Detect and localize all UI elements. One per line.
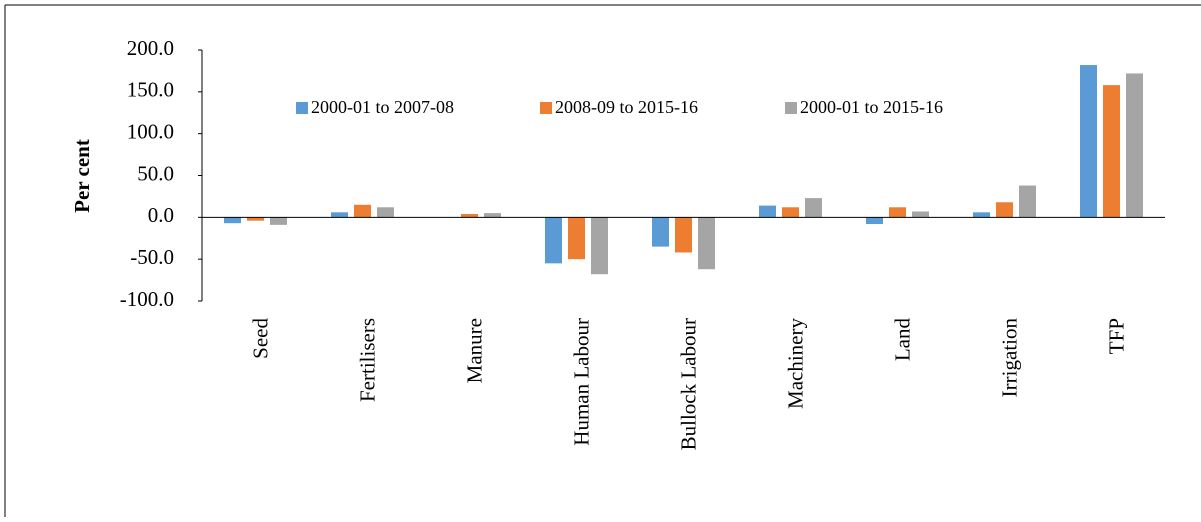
bar <box>247 217 264 221</box>
y-tick-label: 150.0 <box>127 78 174 102</box>
legend-swatch <box>785 102 797 114</box>
bar <box>889 207 906 218</box>
y-tick-label: 200.0 <box>127 36 174 60</box>
x-tick-label: TFP <box>1104 318 1128 354</box>
x-tick-label: Human Labour <box>569 318 593 446</box>
bar <box>270 217 287 225</box>
bar <box>759 205 776 218</box>
x-tick-label: Fertilisers <box>355 318 379 402</box>
x-tick-label: Bullock Labour <box>676 318 700 450</box>
bar <box>805 198 822 218</box>
bar <box>377 207 394 218</box>
bar <box>484 213 501 218</box>
x-tick-label: Seed <box>248 318 272 359</box>
bar <box>782 207 799 218</box>
bar <box>461 213 478 218</box>
legend-swatch <box>540 102 552 114</box>
bar <box>1080 65 1097 218</box>
legend-label: 2008-09 to 2015-16 <box>555 97 698 117</box>
y-tick-label: -50.0 <box>130 245 174 269</box>
x-tick-label: Land <box>890 318 914 362</box>
bar <box>1126 73 1143 218</box>
bar <box>545 217 562 264</box>
y-tick-label: -100.0 <box>120 287 174 311</box>
bar <box>1103 85 1120 218</box>
x-tick-label: Irrigation <box>997 318 1021 398</box>
bar <box>224 217 241 224</box>
legend-swatch <box>296 102 308 114</box>
y-tick-label: 50.0 <box>137 161 174 185</box>
bar <box>568 217 585 260</box>
legend-label: 2000-01 to 2015-16 <box>800 97 943 117</box>
bar <box>331 212 348 218</box>
bar <box>866 217 883 225</box>
x-tick-label: Manure <box>462 318 486 383</box>
bar <box>354 204 371 218</box>
bar <box>675 217 692 253</box>
bar <box>591 217 608 275</box>
y-tick-label: 100.0 <box>127 119 174 143</box>
bar <box>1019 185 1036 218</box>
y-tick-label: 0.0 <box>148 203 174 227</box>
bar <box>698 217 715 270</box>
y-axis-title: Per cent <box>70 139 94 213</box>
bar <box>973 212 990 218</box>
legend-label: 2000-01 to 2007-08 <box>311 97 454 117</box>
bar <box>652 217 669 247</box>
bar <box>996 202 1013 218</box>
x-tick-label: Machinery <box>783 318 807 409</box>
bar <box>912 211 929 218</box>
